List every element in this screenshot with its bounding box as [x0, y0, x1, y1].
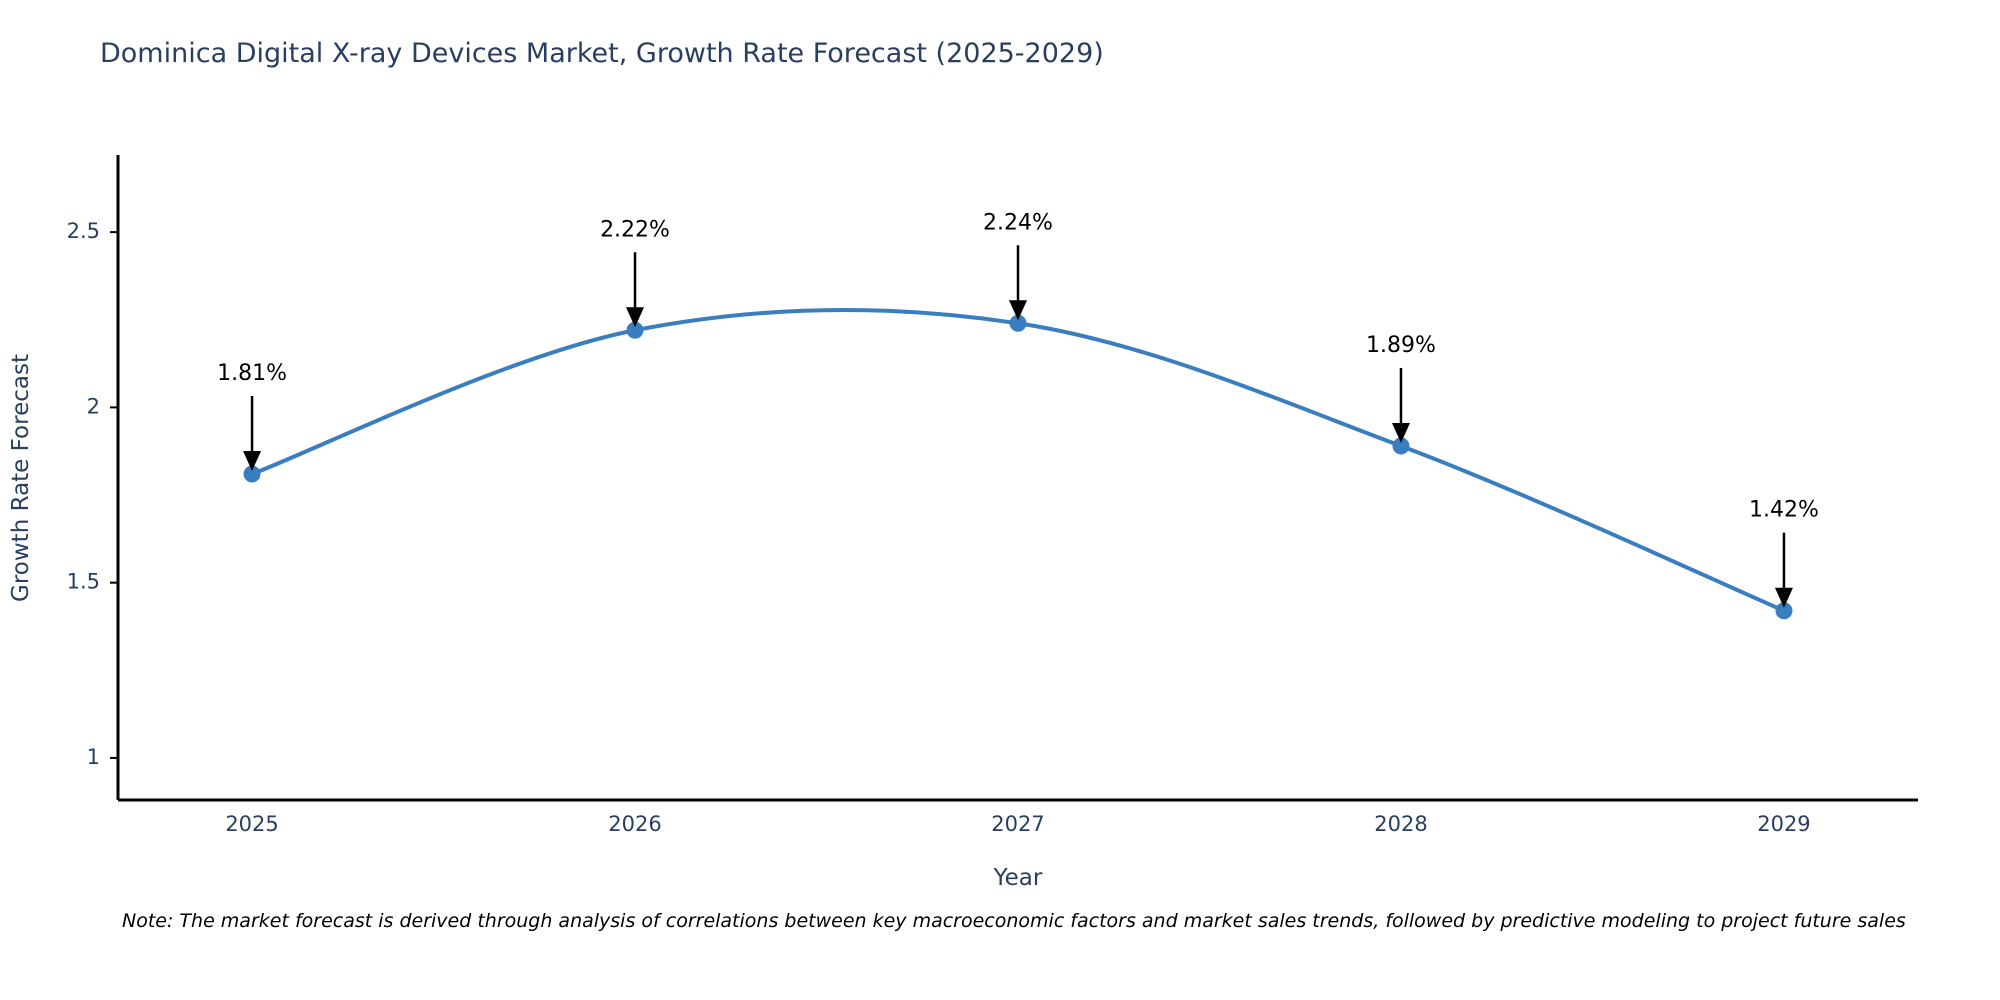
y-tick-label: 2.5 [67, 219, 100, 243]
y-axis-ticks: 1 1.5 2 2.5 [67, 219, 118, 769]
series-markers [243, 314, 1793, 620]
y-tick-label: 1 [87, 745, 100, 769]
y-tick-label: 1.5 [67, 570, 100, 594]
x-axis-title: Year [993, 865, 1043, 891]
x-axis-ticks: 2025 2026 2027 2028 2029 [225, 812, 1810, 836]
page-title: Dominica Digital X-ray Devices Market, G… [100, 38, 1104, 69]
y-axis-title: Growth Rate Forecast [8, 354, 34, 602]
annotation-arrow-head [243, 450, 262, 471]
annotation-arrow-head [1391, 422, 1410, 443]
annotation-arrow-head [626, 307, 645, 328]
point-annotations: 1.81% 2.22% 2.24% 1.89% 1.42% [217, 210, 1819, 608]
y-tick-label: 2 [87, 394, 100, 418]
annotation-arrow-head [1774, 587, 1793, 608]
data-point-label: 2.24% [983, 210, 1053, 235]
x-tick-label: 2029 [1757, 812, 1810, 836]
annotation-arrow-head [1009, 300, 1027, 321]
series-line [250, 307, 1786, 613]
x-tick-label: 2026 [608, 812, 661, 836]
x-tick-label: 2028 [1374, 812, 1427, 836]
data-point-label: 1.81% [217, 361, 287, 386]
data-point-label: 2.22% [600, 217, 670, 242]
data-point-label: 1.89% [1366, 333, 1436, 358]
x-tick-label: 2025 [225, 812, 278, 836]
x-tick-label: 2027 [991, 812, 1044, 836]
chart-footnote: Note: The market forecast is derived thr… [122, 910, 1906, 932]
data-point-label: 1.42% [1749, 498, 1819, 523]
